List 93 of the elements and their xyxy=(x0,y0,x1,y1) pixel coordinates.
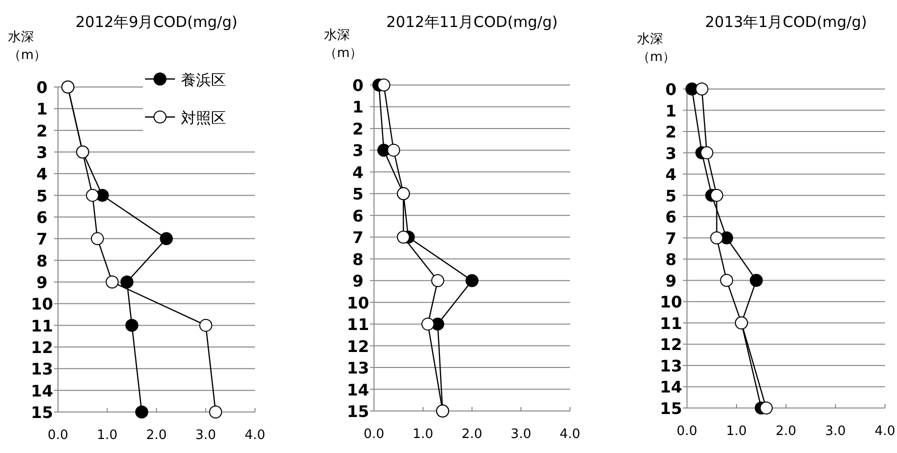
point xyxy=(125,318,138,332)
y-tick-label: 0 xyxy=(665,80,677,99)
chart-title: 2013年1月COD(mg/g) xyxy=(705,13,867,31)
x-tick-label: 1.0 xyxy=(726,424,747,439)
y-tick-label: 13 xyxy=(30,360,54,379)
x-tick-label: 3.0 xyxy=(195,428,216,443)
x-tick-label: 1.0 xyxy=(412,427,434,442)
y-tick-label: 9 xyxy=(36,273,48,292)
point xyxy=(90,232,104,246)
y-tick-label: 11 xyxy=(660,314,682,333)
point xyxy=(106,276,119,288)
y-tick-label: 9 xyxy=(665,271,677,290)
y-tick-label: 1 xyxy=(352,98,364,117)
y-tick-label: 2 xyxy=(665,122,677,142)
point xyxy=(710,188,724,202)
point xyxy=(720,274,734,287)
y-tick-label: 4 xyxy=(36,164,48,184)
point xyxy=(377,78,390,92)
y-tick-label: 4 xyxy=(665,165,677,184)
y-tick-label: 10 xyxy=(346,293,370,312)
point xyxy=(135,406,148,418)
y-tick-label: 1 xyxy=(665,101,677,120)
y-tick-label: 3 xyxy=(665,144,677,163)
point xyxy=(120,276,134,288)
y-axis-title: 水深（m） xyxy=(637,32,676,65)
point xyxy=(396,230,410,244)
y-tick-label: 4 xyxy=(352,162,364,182)
y-tick-label: 6 xyxy=(36,208,48,227)
y-tick-label: 8 xyxy=(36,251,48,270)
point xyxy=(209,406,222,418)
x-tick-label: 2.0 xyxy=(776,424,796,439)
x-tick-label: 2.0 xyxy=(462,427,482,442)
point xyxy=(750,274,763,287)
y-tick-label: 7 xyxy=(36,230,48,249)
y-tick-label: 13 xyxy=(660,356,682,376)
y-tick-label: 11 xyxy=(30,316,54,336)
y-tick-label: 14 xyxy=(346,380,370,400)
x-tick-label: 3.0 xyxy=(825,424,846,439)
y-tick-label: 14 xyxy=(30,381,54,400)
point xyxy=(466,274,478,288)
point xyxy=(387,144,400,157)
x-tick-label: 3.0 xyxy=(510,427,532,442)
y-tick-label: 10 xyxy=(660,292,682,312)
x-tick-label: 4.0 xyxy=(874,424,896,439)
chart-title: 2012年9月COD(mg/g) xyxy=(76,13,238,31)
y-tick-label: 13 xyxy=(346,358,370,378)
x-tick-label: 0.0 xyxy=(48,428,68,443)
y-tick-label: 0 xyxy=(352,76,364,95)
y-tick-label: 7 xyxy=(665,228,677,248)
y-tick-label: 6 xyxy=(665,208,677,227)
point xyxy=(86,188,99,202)
y-tick-label: 9 xyxy=(352,272,364,291)
legend-label: 対照区 xyxy=(181,109,226,127)
point xyxy=(760,402,773,414)
y-tick-label: 3 xyxy=(352,141,364,160)
x-tick-label: 2.0 xyxy=(146,428,167,443)
y-tick-label: 5 xyxy=(36,186,48,206)
x-tick-label: 0.0 xyxy=(364,427,384,442)
point xyxy=(199,318,212,332)
y-tick-label: 0 xyxy=(36,78,48,97)
x-tick-label: 0.0 xyxy=(676,424,698,439)
y-tick-label: 12 xyxy=(346,336,370,356)
y-tick-label: 15 xyxy=(346,402,370,421)
point xyxy=(710,231,724,244)
x-tick-label: 4.0 xyxy=(244,428,266,443)
legend-label: 養浜区 xyxy=(181,71,226,89)
y-tick-label: 15 xyxy=(660,399,682,418)
y-tick-label: 14 xyxy=(660,378,682,397)
y-tick-label: 2 xyxy=(36,121,48,140)
point xyxy=(695,82,708,96)
y-tick-label: 3 xyxy=(36,143,48,162)
y-axis-title: 水深（m） xyxy=(324,28,363,61)
point xyxy=(431,274,444,288)
y-tick-label: 8 xyxy=(352,250,364,269)
point xyxy=(700,146,714,160)
y-tick-label: 12 xyxy=(660,335,682,354)
y-tick-label: 5 xyxy=(665,186,677,206)
y-tick-label: 12 xyxy=(30,338,54,357)
x-tick-label: 1.0 xyxy=(96,428,118,443)
x-tick-label: 4.0 xyxy=(560,427,580,442)
y-tick-label: 6 xyxy=(352,206,364,226)
y-tick-label: 10 xyxy=(30,294,54,314)
y-tick-label: 5 xyxy=(352,184,364,204)
y-axis-title: 水深（m） xyxy=(8,30,47,63)
y-tick-label: 8 xyxy=(665,250,677,270)
y-tick-label: 7 xyxy=(352,228,364,248)
point xyxy=(160,232,173,246)
y-tick-label: 2 xyxy=(352,119,364,138)
y-tick-label: 15 xyxy=(30,403,54,422)
y-tick-label: 11 xyxy=(346,315,370,334)
chart-title: 2012年11月COD(mg/g) xyxy=(386,13,558,31)
y-tick-label: 1 xyxy=(36,100,48,119)
point xyxy=(421,318,434,331)
